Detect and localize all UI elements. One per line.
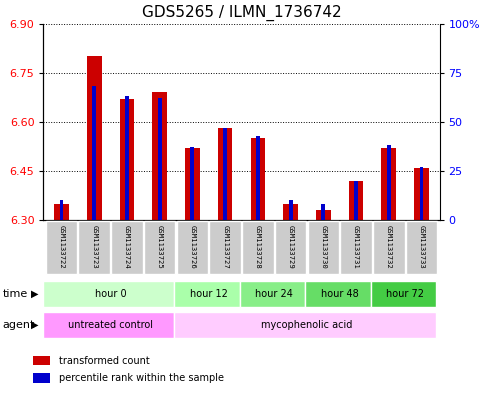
Text: ▶: ▶ — [31, 320, 39, 330]
Bar — [373, 221, 404, 274]
Bar — [177, 221, 208, 274]
Bar — [240, 281, 305, 307]
Bar — [305, 281, 371, 307]
Bar — [251, 138, 265, 220]
Bar — [158, 98, 162, 220]
Bar — [190, 147, 194, 220]
Text: GSM1133730: GSM1133730 — [320, 225, 327, 268]
Text: hour 72: hour 72 — [386, 289, 424, 299]
Text: time: time — [2, 289, 28, 299]
Bar — [33, 373, 50, 383]
Bar — [420, 167, 424, 220]
Bar — [349, 181, 363, 220]
Text: ▶: ▶ — [31, 289, 39, 299]
Bar — [125, 96, 129, 220]
Bar — [210, 221, 241, 274]
Bar — [283, 204, 298, 220]
Bar — [275, 221, 306, 274]
Text: mycophenolic acid: mycophenolic acid — [261, 320, 353, 330]
Text: GSM1133729: GSM1133729 — [287, 225, 294, 268]
Bar — [92, 86, 96, 220]
Text: GSM1133724: GSM1133724 — [124, 225, 130, 268]
Title: GDS5265 / ILMN_1736742: GDS5265 / ILMN_1736742 — [142, 5, 341, 21]
Text: hour 48: hour 48 — [321, 289, 358, 299]
Bar — [144, 221, 175, 274]
Bar — [174, 312, 436, 338]
Bar — [43, 312, 174, 338]
Bar — [120, 99, 134, 220]
Bar — [414, 168, 429, 220]
Text: GSM1133723: GSM1133723 — [91, 225, 97, 268]
Text: percentile rank within the sample: percentile rank within the sample — [59, 373, 224, 384]
Bar — [321, 204, 325, 220]
Bar — [256, 136, 260, 220]
Text: GSM1133722: GSM1133722 — [58, 225, 64, 268]
Bar — [43, 281, 174, 307]
Text: untreated control: untreated control — [68, 320, 153, 330]
Bar — [79, 221, 110, 274]
Text: GSM1133731: GSM1133731 — [353, 225, 359, 268]
Text: GSM1133733: GSM1133733 — [419, 225, 425, 268]
Text: hour 12: hour 12 — [190, 289, 227, 299]
Bar — [152, 92, 167, 220]
Text: GSM1133728: GSM1133728 — [255, 225, 261, 268]
Bar — [59, 200, 63, 220]
Bar — [54, 204, 69, 220]
Text: agent: agent — [2, 320, 35, 330]
Bar — [111, 221, 142, 274]
Text: hour 0: hour 0 — [95, 289, 127, 299]
Bar — [316, 210, 331, 220]
Text: hour 24: hour 24 — [256, 289, 293, 299]
Bar — [218, 129, 232, 220]
Bar — [46, 221, 77, 274]
Bar — [354, 181, 358, 220]
Bar — [371, 281, 436, 307]
Bar — [341, 221, 372, 274]
Bar — [174, 281, 240, 307]
Bar — [289, 200, 293, 220]
Bar — [87, 56, 101, 220]
Text: GSM1133725: GSM1133725 — [156, 225, 163, 268]
Bar — [382, 148, 396, 220]
Bar — [308, 221, 339, 274]
Text: GSM1133726: GSM1133726 — [189, 225, 196, 268]
Bar — [33, 356, 50, 365]
Text: GSM1133732: GSM1133732 — [386, 225, 392, 268]
Text: transformed count: transformed count — [59, 356, 150, 366]
Bar — [223, 128, 227, 220]
Bar — [387, 145, 391, 220]
Bar — [406, 221, 437, 274]
Bar — [242, 221, 273, 274]
Text: GSM1133727: GSM1133727 — [222, 225, 228, 268]
Bar — [185, 148, 200, 220]
